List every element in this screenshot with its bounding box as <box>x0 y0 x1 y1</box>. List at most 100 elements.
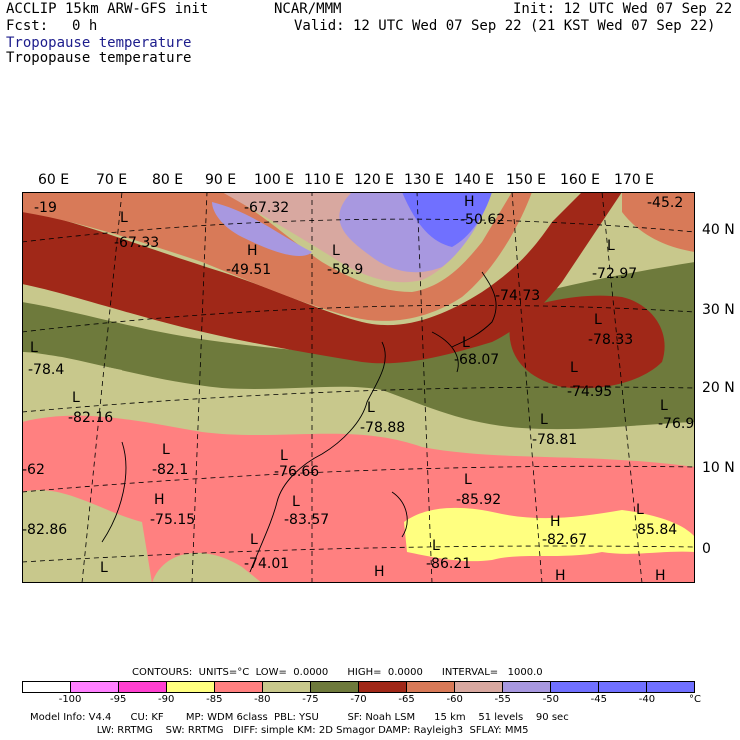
legend-swatch <box>551 682 599 692</box>
extremum-label: -74.73 <box>495 288 540 304</box>
fcst-value: 0 h <box>72 18 98 34</box>
field-band-75 <box>22 352 122 392</box>
extremum-label: -58.9 <box>327 262 363 278</box>
legend-label: -55 <box>494 694 511 705</box>
legend-swatch <box>407 682 455 692</box>
legend-label: -85 <box>206 694 223 705</box>
legend-swatch <box>215 682 263 692</box>
legend-swatch <box>311 682 359 692</box>
lon-label: 60 E <box>38 172 70 188</box>
extremum-label: -82.16 <box>68 410 113 426</box>
legend-swatch <box>263 682 311 692</box>
lon-label: 70 E <box>96 172 128 188</box>
legend-label: -100 <box>58 694 82 705</box>
extremum-label: -50.62 <box>460 212 505 228</box>
field-title-2: Tropopause temperature <box>6 50 192 66</box>
extremum-label: H <box>374 564 385 580</box>
lat-label: 10 N <box>702 460 735 476</box>
legend-label: -60 <box>446 694 463 705</box>
lon-label: 170 E <box>614 172 655 188</box>
extremum-label: L <box>100 560 108 576</box>
lon-label: 90 E <box>205 172 237 188</box>
extremum-label: -72.97 <box>592 266 637 282</box>
extremum-label: -62 <box>22 462 45 478</box>
field-band-85 <box>404 507 695 562</box>
extremum-label: -67.33 <box>114 235 159 251</box>
lat-label: 40 N <box>702 222 735 238</box>
extremum-label: H <box>555 568 566 583</box>
lat-label: 20 N <box>702 380 735 396</box>
legend-swatch <box>503 682 551 692</box>
graticule <box>22 192 695 583</box>
extremum-label: H <box>550 514 561 530</box>
field-band-60 <box>622 192 695 252</box>
extremum-label: L <box>462 335 470 351</box>
extremum-label: -75.15 <box>150 512 195 528</box>
extremum-label: L <box>594 312 602 328</box>
extremum-label: -49.51 <box>226 262 271 278</box>
legend-label: -50 <box>542 694 559 705</box>
model-info-line2: LW: RRTMG SW: RRTMG DIFF: simple KM: 2D … <box>30 725 529 736</box>
legend-swatch <box>359 682 407 692</box>
legend-label: -90 <box>158 694 175 705</box>
lon-label: 120 E <box>354 172 395 188</box>
extremum-label: -68.07 <box>454 352 499 368</box>
field-band-50 <box>212 202 312 257</box>
coastline <box>101 271 497 573</box>
extremum-label: H <box>655 568 666 583</box>
extremum-label: L <box>332 243 340 259</box>
legend-label: -95 <box>109 694 127 705</box>
extremum-label: -85.84 <box>632 522 677 538</box>
legend-swatch <box>455 682 503 692</box>
extremum-label: -67.32 <box>244 200 289 216</box>
field-band-75 <box>152 552 262 583</box>
extremum-label: -74.01 <box>244 556 289 572</box>
extremum-label: L <box>636 502 644 518</box>
legend-swatch <box>119 682 167 692</box>
extremum-label: L <box>72 390 80 406</box>
extremum-label: L <box>540 412 548 428</box>
tropopause-temperature-map: -19 L -67.33 -67.32 H -49.51 L -58.9 H -… <box>22 192 695 583</box>
lat-label: 30 N <box>702 302 735 318</box>
extremum-label: -82.67 <box>542 532 587 548</box>
extremum-label: L <box>607 238 615 254</box>
extremum-label: -86.21 <box>426 556 471 572</box>
model-info-line1: Model Info: V4.4 CU: KF MP: WDM 6class P… <box>30 712 569 723</box>
lon-label: 140 E <box>454 172 495 188</box>
legend-label: -75 <box>302 694 319 705</box>
field-band-65 <box>509 295 665 389</box>
extremum-label: -45.2 <box>647 195 683 211</box>
extrema-labels: -19 L -67.33 -67.32 H -49.51 L -58.9 H -… <box>22 194 694 583</box>
extremum-label: L <box>570 360 578 376</box>
legend-swatch <box>167 682 215 692</box>
extremum-label: -78.33 <box>588 332 633 348</box>
map-frame <box>22 192 695 583</box>
legend-swatch <box>599 682 647 692</box>
contours-info: CONTOURS: UNITS=°C LOW= 0.0000 HIGH= 0.0… <box>132 667 543 678</box>
extremum-label: L <box>30 340 38 356</box>
extremum-label: -78.4 <box>28 362 64 378</box>
extremum-label: L <box>162 442 170 458</box>
legend-swatch <box>647 682 694 692</box>
extremum-label: L <box>367 400 375 416</box>
legend-label: -80 <box>254 694 271 705</box>
field-band-65 <box>22 192 622 364</box>
lon-label: 130 E <box>404 172 445 188</box>
extremum-label: L <box>432 538 440 554</box>
fcst-label: Fcst: <box>6 18 49 34</box>
extremum-label: L <box>280 448 288 464</box>
extremum-label: -82.86 <box>22 522 67 538</box>
extremum-label: L <box>660 398 668 414</box>
lon-label: 80 E <box>152 172 184 188</box>
model-title: ACCLIP 15km ARW-GFS init <box>6 1 209 17</box>
extremum-label: L <box>250 532 258 548</box>
extremum-label: -76.9 <box>658 416 694 432</box>
lon-label: 150 E <box>506 172 547 188</box>
extremum-label: -83.57 <box>284 512 329 528</box>
extremum-label: -85.92 <box>456 492 501 508</box>
lat-label: 0 <box>702 541 711 557</box>
color-legend <box>22 681 695 693</box>
extremum-label: -82.1 <box>152 462 188 478</box>
valid-time: Valid: 12 UTC Wed 07 Sep 22 (21 KST Wed … <box>294 18 716 34</box>
extremum-label: -76.66 <box>274 464 319 480</box>
